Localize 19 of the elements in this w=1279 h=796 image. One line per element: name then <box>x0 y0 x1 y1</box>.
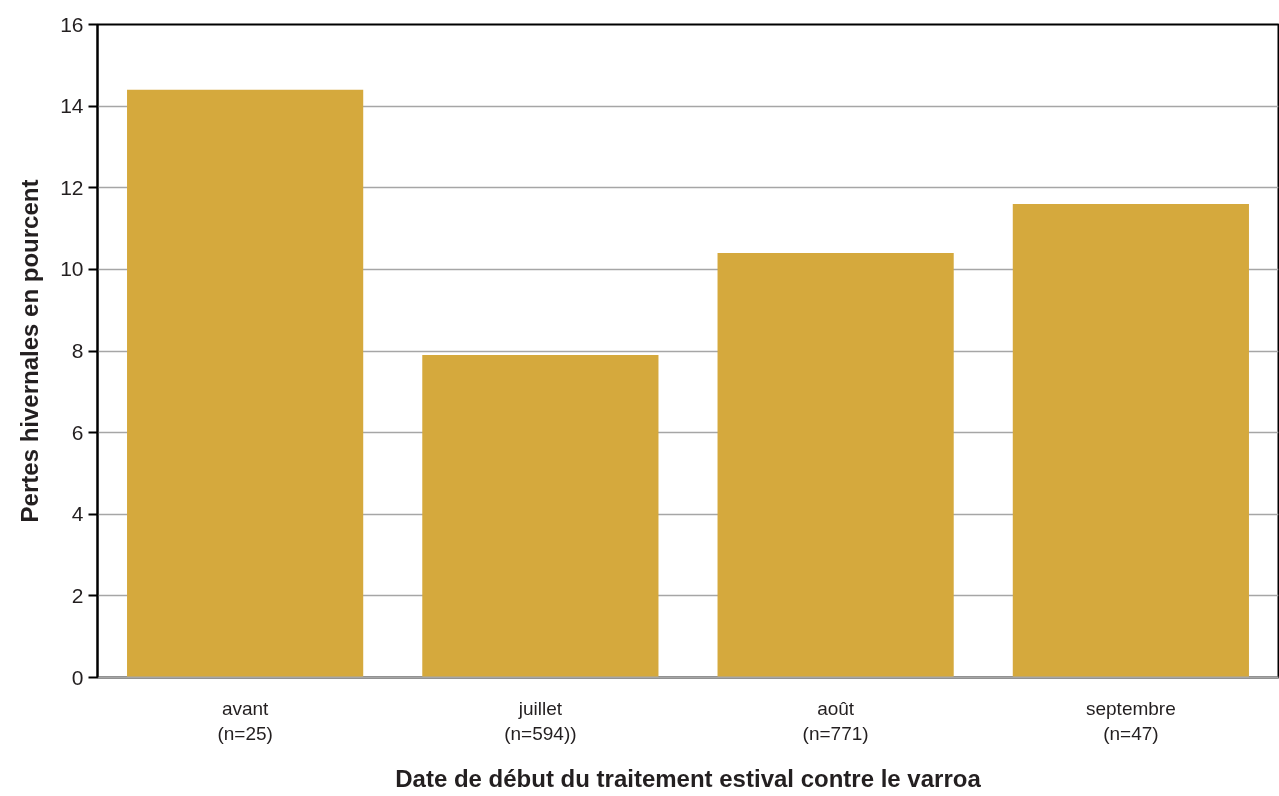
x-tick-label: août (n=771) <box>802 697 869 744</box>
x-tick-label: juillet (n=594)) <box>504 697 577 744</box>
bar <box>127 89 364 678</box>
y-axis-title: Pertes hivernales en pourcent <box>16 179 44 523</box>
y-tick-label: 14 <box>60 94 84 118</box>
x-axis-title: Date de début du traitement estival contre le varroa <box>395 764 982 792</box>
y-tick-label: 12 <box>60 175 84 199</box>
y-tick-label: 4 <box>71 502 84 526</box>
x-tick-label: septembre (n=47) <box>1085 697 1176 744</box>
bar <box>422 355 659 678</box>
y-tick-label: 0 <box>71 665 84 689</box>
y-tick-label: 16 <box>60 12 84 36</box>
y-tick-label: 2 <box>71 583 84 607</box>
bar <box>1012 204 1249 678</box>
y-tick-label: 6 <box>71 420 84 444</box>
y-tick-label: 8 <box>71 339 84 362</box>
y-tick-label: 10 <box>60 257 84 281</box>
bar <box>717 253 954 678</box>
x-tick-label: avant (n=25) <box>217 697 273 744</box>
